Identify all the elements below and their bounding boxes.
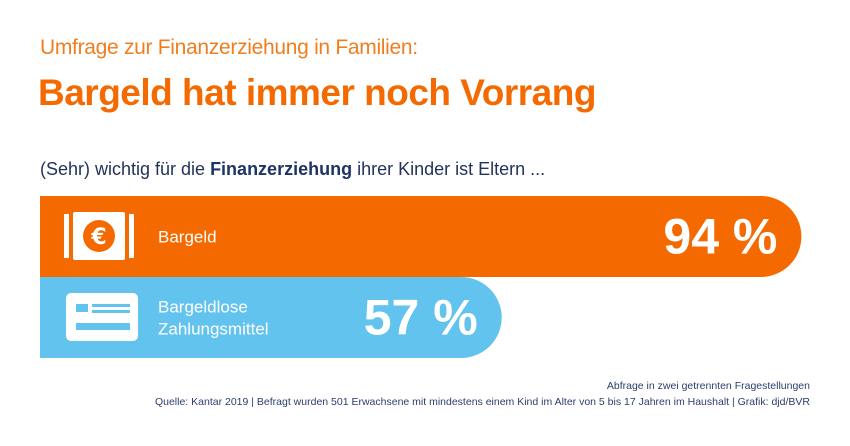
footnote-source: Quelle: Kantar 2019 | Befragt wurden 501…	[154, 396, 810, 408]
question-text: (Sehr) wichtig für die Finanzerziehung i…	[40, 159, 545, 180]
category-label: Bargeld	[158, 228, 217, 247]
bar-group: Bargeldlose Zahlungsmittel 57 %	[40, 277, 502, 358]
euro-banknote-icon: €	[64, 212, 134, 260]
question-prefix: (Sehr) wichtig für die	[40, 159, 211, 179]
banknote-edge-left	[64, 214, 69, 258]
category-label-line: Bargeld	[158, 228, 217, 247]
footnote-note: Abfrage in zwei getrennten Fragestellung…	[606, 380, 810, 392]
card-body	[66, 293, 138, 341]
value-label: 94 %	[663, 209, 777, 265]
payment-card-icon	[66, 293, 138, 341]
value-label: 57 %	[364, 290, 478, 346]
euro-sign: €	[90, 225, 106, 250]
banknote-edge-right	[129, 214, 134, 258]
bar	[40, 196, 802, 277]
card-chip	[76, 304, 88, 312]
card-line-2	[92, 310, 130, 313]
card-line-1	[92, 304, 130, 307]
euro-coin	[83, 220, 115, 252]
bar-group: € Bargeld 94 %	[40, 196, 802, 277]
card-stripe	[76, 323, 130, 330]
chart-title: Bargeld hat immer noch Vorrang	[38, 72, 596, 113]
question-suffix: ihrer Kinder ist Eltern ...	[352, 159, 546, 179]
category-label: Bargeldlose Zahlungsmittel	[158, 298, 269, 339]
question-highlight: Finanzerziehung	[210, 159, 353, 179]
chart-subtitle: Umfrage zur Finanzerziehung in Familien:	[40, 36, 418, 59]
bar	[40, 277, 502, 358]
category-label-line: Bargeldlose	[158, 298, 248, 317]
category-label-line: Zahlungsmittel	[158, 320, 269, 339]
